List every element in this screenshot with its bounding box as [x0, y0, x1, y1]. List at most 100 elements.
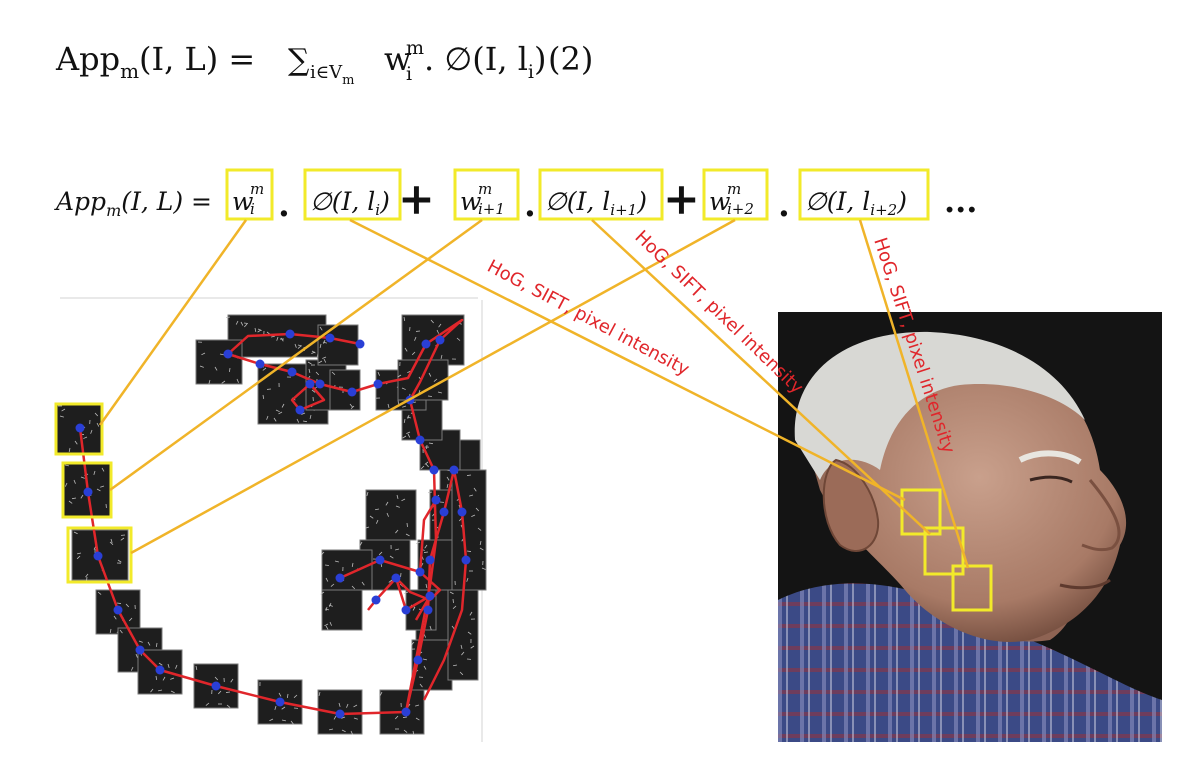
highlight-box-face-3 — [951, 564, 993, 612]
hog-texture — [76, 555, 81, 560]
hog-texture — [80, 476, 85, 479]
formula-expanded: Appm(I, L) = w m i . ∅(I, li) + w m i+1 … — [54, 168, 977, 225]
hog-texture — [254, 327, 257, 332]
shirt — [778, 583, 1162, 742]
svg-text:Appm(I, L) =: Appm(I, L) = — [55, 40, 255, 83]
hog-texture — [325, 606, 328, 611]
highlight-box-phi-i2 — [798, 168, 930, 221]
hog-texture — [294, 343, 297, 348]
term3-w-sub: i+2 — [727, 200, 754, 218]
hog-texture — [341, 716, 346, 719]
term2-phi-close: ) — [636, 187, 647, 216]
hog-texture — [452, 664, 458, 667]
model-node — [75, 423, 85, 433]
hog-texture — [473, 487, 477, 492]
hog-texture — [296, 418, 300, 423]
model-node — [413, 655, 423, 665]
hog-texture — [446, 476, 450, 481]
hog-texture — [477, 527, 482, 531]
hog-texture — [449, 591, 454, 595]
hog-texture — [404, 591, 409, 594]
hog-texture — [97, 591, 102, 595]
hog-cell — [397, 359, 449, 401]
term2-w-sub: i+1 — [478, 200, 505, 218]
hog-texture — [428, 442, 434, 445]
model-node — [305, 379, 315, 389]
hog-texture — [350, 730, 354, 735]
hog-texture — [280, 337, 284, 342]
hog-texture — [170, 690, 175, 694]
formula-top-tail: . ∅(I, l — [424, 40, 528, 78]
term2-w: w — [460, 187, 481, 216]
term3-w: w — [709, 187, 730, 216]
hog-texture — [433, 378, 438, 382]
hog-texture — [83, 436, 88, 439]
hog-texture — [155, 675, 158, 681]
hog-texture — [430, 319, 434, 324]
hog-texture — [195, 665, 198, 670]
hog-texture — [85, 573, 89, 578]
hog-texture — [273, 417, 277, 422]
formula-top-w: w — [384, 40, 411, 78]
term3-w-sup: m — [727, 180, 741, 198]
hog-texture — [403, 316, 406, 322]
hog-texture — [471, 514, 476, 517]
hog-texture — [119, 629, 123, 634]
hog-texture — [424, 461, 429, 465]
hog-texture — [359, 541, 363, 546]
model-node — [435, 335, 445, 345]
term3-phi-sub: i+2 — [870, 201, 897, 219]
hog-texture — [138, 640, 143, 643]
hog-texture — [225, 316, 231, 319]
svg-text:Appm(I, L) =: Appm(I, L) = — [54, 187, 212, 220]
hog-texture — [437, 391, 442, 394]
model-node — [275, 697, 285, 707]
hog-texture — [281, 719, 286, 722]
hog-texture — [415, 704, 420, 707]
hog-texture — [461, 651, 465, 656]
model-node — [425, 591, 435, 601]
hog-texture — [351, 562, 354, 568]
hog-texture — [61, 408, 66, 412]
hog-texture — [459, 671, 464, 676]
hog-texture — [262, 394, 265, 400]
highlight-box-part-1 — [54, 402, 104, 456]
hog-texture — [73, 479, 76, 484]
hog-texture — [406, 431, 411, 434]
connector-w-i1 — [109, 218, 483, 492]
hog-texture — [405, 533, 410, 537]
model-node — [223, 349, 233, 359]
hog-texture — [369, 515, 374, 519]
hog-texture — [402, 716, 408, 718]
hog-texture — [309, 414, 312, 419]
model-edge — [226, 318, 464, 713]
hog-texture — [302, 420, 308, 423]
hog-texture — [401, 498, 406, 502]
hog-texture — [240, 321, 244, 326]
expanded-lhs-sub: m — [106, 201, 121, 220]
plus-2: + — [663, 174, 700, 225]
model-node — [457, 507, 467, 517]
hog-texture — [321, 551, 325, 556]
hog-texture — [436, 329, 440, 334]
hog-texture — [376, 519, 379, 524]
hog-texture — [366, 491, 369, 496]
expanded-lhs-app: App — [54, 187, 106, 216]
ellipsis: ... — [944, 182, 977, 220]
hog-texture — [147, 641, 151, 646]
highlight-box-w-i — [225, 168, 274, 221]
svg-text:i∈Vm: i∈Vm — [310, 62, 354, 88]
model-node — [401, 707, 411, 717]
hog-texture — [446, 483, 449, 488]
highlight-box-w-i2 — [702, 168, 769, 221]
hog-texture — [386, 512, 389, 517]
hog-texture — [412, 730, 415, 735]
connector-w-i2 — [130, 218, 736, 555]
hog-texture — [90, 429, 93, 434]
hog-texture — [330, 583, 335, 587]
hog-texture — [374, 508, 380, 511]
hog-texture — [214, 366, 218, 371]
model-node — [335, 709, 345, 719]
hog-texture — [319, 343, 322, 348]
hog-texture — [427, 491, 433, 494]
